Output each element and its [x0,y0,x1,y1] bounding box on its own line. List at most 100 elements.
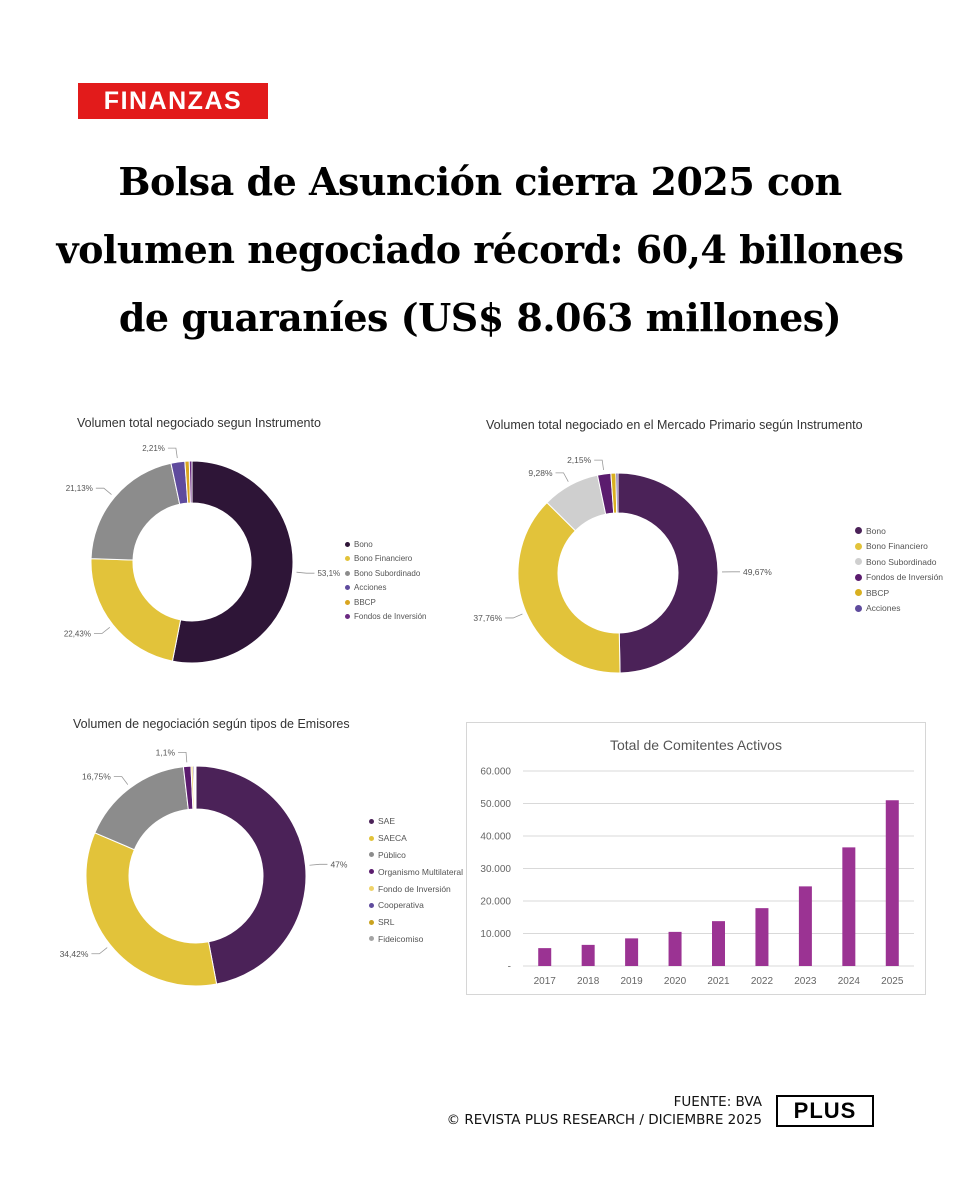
donut-label-leader [505,613,523,619]
legend-label: Bono [866,525,886,536]
legend-swatch [855,589,862,597]
x-tick-label: 2020 [664,976,687,987]
legend-label: SAE [378,816,396,827]
legend-item: SAE [369,813,463,830]
legend-item: Cooperativa [369,897,463,914]
donut-slice-fondos-de-inversión [188,460,193,504]
y-tick-label: 50.000 [480,799,511,810]
y-tick-label: 40.000 [480,832,511,843]
donut-1-title: Volumen total negociado segun Instrument… [77,416,321,430]
donut-data-label: 2,15% [567,455,592,465]
donut-label-leader [309,863,328,866]
bar-2021 [712,921,725,966]
legend-label: BBCP [354,597,376,607]
headline: Bolsa de Asunción cierra 2025 con volume… [56,159,904,340]
donut-data-label: 34,42% [60,949,89,959]
legend-item: BBCP [345,595,427,610]
legend-label: Fideicomiso [378,933,424,944]
bar-2023 [798,886,812,966]
donut-1-legend: Bono Bono Financiero Bono Subordinado Accio… [345,537,427,624]
legend-item: SAECA [369,830,463,847]
legend-label: Organismo Multilateral [378,866,464,877]
bar-chart-frame: Total de Comitentes Activos - 10.000 20.000… [466,722,926,995]
legend-label: Cooperativa [378,900,424,911]
legend-label: SAECA [378,833,407,844]
legend-swatch [369,886,374,892]
y-tick-label: - [508,962,511,973]
bar-2024 [842,847,856,966]
bar-2019 [625,938,639,966]
legend-label: Público [378,849,406,860]
bar-2017 [538,948,552,966]
legend-label: Bono Subordinado [354,568,421,578]
footer-copyright: © REVISTA PLUS RESEARCH / DICIEMBRE 2025 [446,1112,762,1128]
x-tick-label: 2024 [838,976,861,987]
donut-3-title: Volumen de negociación según tipos de Em… [73,717,350,731]
legend-swatch [345,585,350,591]
donut-slice-sae [195,765,307,985]
donut-data-label: 49,67% [743,567,772,577]
donut-data-label: 16,75% [82,772,111,782]
legend-item: Público [369,847,463,864]
bar-chart-active-clients: Total de Comitentes Activos - 10.000 20.000… [480,737,914,987]
legend-swatch [369,919,374,925]
legend-item: Bono [855,523,943,539]
plus-logo: PLUS [776,1095,874,1127]
donut-data-label: 47% [330,859,347,869]
footer-source: FUENTE: BVA [673,1094,762,1110]
donut-label-leader [95,487,112,495]
legend-item: Bono Financiero [345,552,427,567]
donut-slice-fideicomiso [194,765,197,810]
donut-label-leader [178,752,188,763]
y-tick-label: 30.000 [480,864,511,875]
legend-label: SRL [378,917,395,928]
y-tick-label: 60.000 [480,767,511,778]
footer-credits: FUENTE: BVA © REVISTA PLUS RESEARCH / DI… [447,1093,762,1129]
donut-data-label: 53,1% [317,569,340,578]
legend-item: Acciones [345,581,427,596]
legend-swatch [345,614,350,620]
donut-label-leader [91,947,108,955]
legend-swatch [855,573,862,581]
donut-3-legend: SAE SAECA Público Organismo Multilateral Fon… [369,813,463,947]
donut-data-label: 1,1% [156,747,176,757]
donut-data-label: 9,28% [528,468,553,478]
legend-label: Bono Financiero [866,541,928,552]
donut-2-legend: Bono Bono Financiero Bono Subordinado Fondo… [855,523,943,616]
legend-item: Bono Subordinado [345,566,427,581]
legend-swatch [855,558,862,566]
donut-slice-bono [617,472,719,674]
legend-label: Fondos de Inversión [866,572,944,583]
legend-swatch [369,835,374,841]
bar-2020 [668,931,682,966]
legend-item: Acciones [855,601,943,617]
donut-label-leader [594,459,604,471]
donut-slice-bono-financiero [517,501,621,674]
donut-slice-saeca [85,832,218,987]
donut-label-leader [93,627,111,634]
legend-swatch [345,599,350,605]
donut-2-title: Volumen total negociado en el Mercado Pr… [486,418,863,432]
donut-slice-bono [171,460,294,664]
legend-swatch [345,541,350,547]
x-tick-label: 2019 [620,976,643,987]
legend-swatch [369,902,374,908]
bar-2018 [581,944,595,966]
legend-swatch [369,818,374,824]
donut-data-label: 21,13% [66,484,93,493]
legend-item: SRL [369,914,463,931]
legend-item: Bono [345,537,427,552]
legend-item: Fondos de Inversión [855,570,943,586]
x-tick-label: 2025 [881,976,904,987]
legend-label: BBCP [866,587,890,598]
x-tick-label: 2021 [707,976,730,987]
x-tick-label: 2018 [577,976,600,987]
x-tick-label: 2017 [534,976,557,987]
donut-label-leader [555,472,569,482]
donut-data-label: 22,43% [64,630,91,639]
y-tick-label: 10.000 [480,929,511,940]
legend-label: Bono Financiero [354,554,413,564]
section-badge: FINANZAS [78,83,268,119]
